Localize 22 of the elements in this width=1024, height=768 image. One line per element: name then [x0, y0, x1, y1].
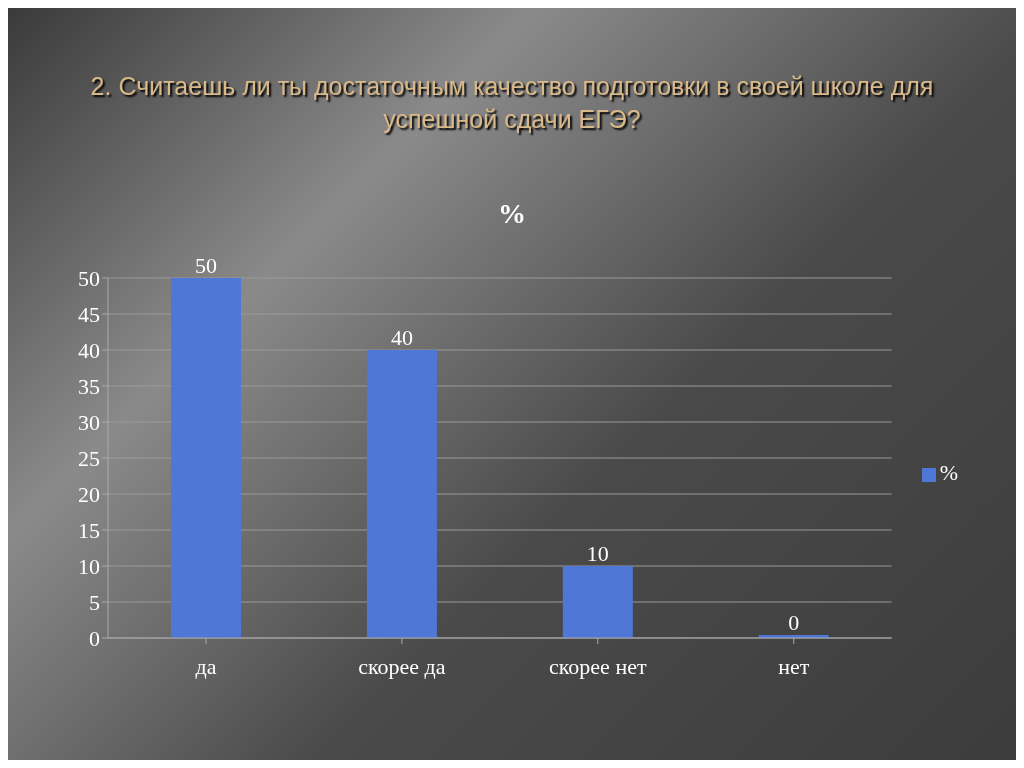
- y-tick-label: 5: [89, 589, 100, 615]
- y-tick-label: 20: [78, 481, 100, 507]
- y-tick-label: 25: [78, 445, 100, 471]
- y-tick-label: 10: [78, 553, 100, 579]
- data-label: 10: [586, 541, 609, 566]
- chart-subtitle: %: [497, 198, 527, 230]
- x-tick-label: скорее нет: [549, 653, 647, 679]
- data-label: 0: [788, 610, 800, 635]
- y-tick-label: 40: [78, 337, 100, 363]
- y-tick-label: 30: [78, 409, 100, 435]
- chart-title: 2. Считаешь ли ты достаточным качество подготовки в своей школе для успешной сдачи ЕГЭ?: [89, 71, 935, 135]
- x-tick-label: да: [195, 653, 217, 679]
- y-tick-label: 35: [78, 373, 100, 399]
- y-tick-label: 50: [78, 265, 100, 291]
- x-tick-label: скорее да: [358, 653, 446, 679]
- data-label: 50: [195, 253, 217, 278]
- legend-label: %: [939, 460, 958, 485]
- data-label: 40: [390, 325, 413, 350]
- x-tick-label: нет: [778, 653, 810, 679]
- y-tick-label: 15: [78, 517, 100, 543]
- y-tick-label: 45: [78, 301, 100, 327]
- y-tick-label: 0: [89, 625, 100, 651]
